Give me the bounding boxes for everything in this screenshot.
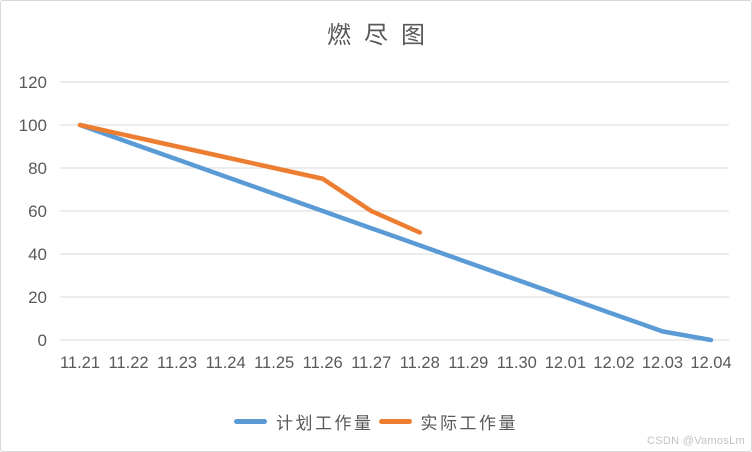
legend-item-planned: 计划工作量 bbox=[234, 409, 374, 434]
watermark: CSDN @VamosLm bbox=[647, 435, 745, 447]
x-axis-label: 12.04 bbox=[690, 354, 731, 372]
x-axis-label: 11.21 bbox=[60, 354, 100, 372]
series-line-actual bbox=[77, 122, 423, 235]
legend-label: 实际工作量 bbox=[420, 414, 518, 433]
x-axis-label: 11.25 bbox=[254, 354, 294, 372]
y-tick-label: 0 bbox=[38, 331, 47, 350]
x-axis-label: 11.23 bbox=[157, 354, 197, 372]
series-line-planned bbox=[77, 122, 714, 343]
x-axis-label: 12.01 bbox=[545, 354, 586, 372]
y-tick-label: 20 bbox=[28, 288, 47, 307]
x-axis-label: 11.27 bbox=[351, 354, 391, 372]
y-tick-label: 80 bbox=[28, 159, 47, 178]
x-axis-label: 11.26 bbox=[303, 354, 343, 372]
legend-line-swatch bbox=[234, 419, 267, 424]
legend-line-swatch bbox=[378, 419, 412, 424]
y-tick-label: 40 bbox=[28, 245, 47, 264]
x-axis-label: 11.24 bbox=[206, 354, 246, 372]
x-axis-label: 12.02 bbox=[593, 354, 634, 372]
y-tick-label: 60 bbox=[28, 202, 47, 221]
x-axis-label: 11.30 bbox=[497, 354, 537, 372]
x-axis-label: 11.28 bbox=[400, 354, 440, 372]
legend-item-actual: 实际工作量 bbox=[378, 409, 519, 434]
x-axis-label: 11.22 bbox=[108, 354, 148, 372]
legend-label: 计划工作量 bbox=[276, 414, 374, 433]
chart-title: 燃尽图 bbox=[327, 23, 438, 49]
y-tick-label: 120 bbox=[19, 73, 47, 92]
y-tick-label: 100 bbox=[19, 116, 47, 135]
legend: 计划工作量 实际工作量 bbox=[1, 409, 751, 434]
x-axis-label: 12.03 bbox=[642, 354, 683, 372]
x-axis-label: 11.29 bbox=[448, 354, 488, 372]
